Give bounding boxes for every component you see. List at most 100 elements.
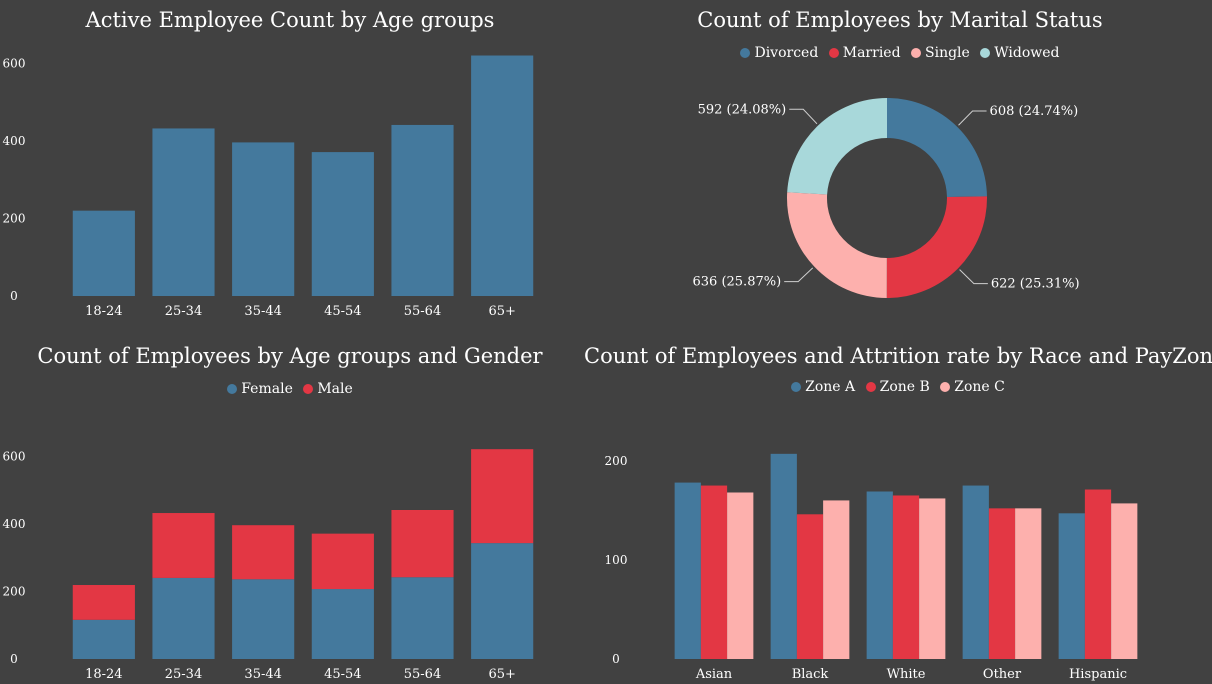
legend-zone-a[interactable]: Zone A [791, 379, 855, 395]
bar-female-18-24 [72, 619, 135, 659]
bar-zone-b-black [796, 514, 824, 659]
legend-zone-a-swatch [791, 382, 802, 392]
data-label: 608 (24.74%) [990, 104, 1079, 119]
race-payzone-legend: Zone A Zone B Zone C [584, 379, 1212, 396]
x-tick-label: 35-44 [244, 304, 281, 319]
x-tick-label: Other [983, 667, 1022, 682]
race-payzone-chart: 0 100 200 Asian Black White Other Hispanic [605, 453, 1138, 682]
age-gender-panel: Count of Employees by Age groups and Gen… [0, 336, 580, 684]
bar-zone-b-white [892, 495, 920, 659]
donut-slice-divorced [887, 98, 987, 198]
age-count-title: Active Employee Count by Age groups [85, 8, 495, 32]
legend-male[interactable]: Male [303, 381, 353, 397]
legend-zone-a-label: Zone A [805, 379, 856, 395]
y-tick-label: 200 [3, 584, 26, 598]
bar-25-34 [152, 128, 215, 296]
data-label: 622 (25.31%) [991, 277, 1080, 292]
race-payzone-panel: Count of Employees and Attrition rate by… [584, 336, 1212, 684]
x-tick-label: 55-64 [404, 304, 441, 319]
y-tick-label: 0 [612, 652, 620, 666]
bar-zone-b-hispanic [1084, 489, 1112, 659]
marital-status-panel: Count of Employees by Marital Status Div… [600, 0, 1200, 330]
donut-slice-single [787, 192, 887, 298]
x-tick-label: 18-24 [85, 304, 122, 319]
bar-male-25-34 [152, 513, 215, 578]
legend-married-swatch [828, 48, 839, 58]
data-label: 592 (24.08%) [698, 102, 787, 117]
y-tick-label: 200 [3, 211, 26, 225]
bar-55-64 [391, 124, 454, 296]
bar-male-35-44 [232, 525, 295, 580]
y-tick-label: 100 [605, 553, 628, 567]
donut-slice-widowed [787, 98, 887, 195]
donut-slice-married [886, 196, 987, 298]
x-tick-label: 65+ [488, 304, 515, 319]
x-tick-label: 65+ [488, 667, 515, 682]
legend-single[interactable]: Single [911, 45, 970, 61]
legend-single-label: Single [925, 45, 970, 61]
bar-zone-a-other [962, 485, 989, 659]
bar-male-55-64 [391, 509, 454, 578]
x-tick-label: 55-64 [404, 667, 441, 682]
legend-zone-c-label: Zone C [954, 379, 1005, 395]
age-gender-legend: Female Male [0, 381, 580, 398]
marital-status-legend: Divorced Married Single Widowed [600, 45, 1200, 62]
bar-male-18-24 [72, 585, 135, 620]
bar-zone-c-black [823, 500, 850, 659]
legend-widowed[interactable]: Widowed [980, 45, 1060, 61]
legend-married-label: Married [842, 45, 901, 61]
y-tick-label: 200 [605, 454, 628, 468]
legend-divorced-label: Divorced [754, 45, 819, 61]
legend-male-label: Male [317, 381, 353, 397]
x-tick-label: 18-24 [85, 667, 122, 682]
legend-female-swatch [227, 384, 238, 394]
x-tick-label: Hispanic [1069, 667, 1127, 682]
x-tick-label: Asian [695, 667, 733, 682]
y-tick-label: 400 [3, 134, 26, 148]
bar-zone-b-other [988, 508, 1016, 659]
bar-zone-a-asian [674, 482, 701, 659]
legend-zone-c[interactable]: Zone C [940, 379, 1005, 395]
bar-zone-a-white [866, 491, 893, 659]
bar-female-35-44 [232, 579, 295, 659]
data-label: 636 (25.87%) [693, 275, 782, 290]
age-gender-title: Count of Employees by Age groups and Gen… [37, 344, 543, 368]
y-tick-label: 0 [10, 652, 18, 666]
x-tick-label: 25-34 [165, 667, 202, 682]
bar-female-65+ [471, 543, 534, 659]
x-tick-label: 35-44 [244, 667, 281, 682]
legend-female[interactable]: Female [227, 381, 293, 397]
legend-widowed-label: Widowed [994, 45, 1060, 61]
legend-zone-b[interactable]: Zone B [865, 379, 930, 395]
bar-zone-c-other [1015, 508, 1042, 659]
bar-zone-a-hispanic [1058, 513, 1085, 659]
leader-line [789, 108, 818, 125]
bar-zone-b-asian [700, 485, 728, 659]
legend-zone-b-swatch [865, 382, 876, 392]
bar-zone-a-black [770, 453, 797, 659]
x-tick-label: 45-54 [324, 667, 361, 682]
leader-line [959, 269, 988, 285]
bar-male-45-54 [311, 533, 374, 590]
legend-zone-b-label: Zone B [879, 379, 930, 395]
marital-status-donut: 608 (24.74%) 622 (25.31%) 636 (25.87%) 592 … [693, 98, 1080, 298]
legend-male-swatch [303, 384, 314, 394]
legend-married[interactable]: Married [828, 45, 901, 61]
bar-female-45-54 [311, 589, 374, 659]
age-gender-chart: 0 200 400 600 18-24 25-34 35-44 45-54 55-64 65+ [3, 449, 534, 682]
legend-widowed-swatch [980, 48, 991, 58]
bar-zone-c-asian [727, 492, 754, 659]
legend-zone-c-swatch [940, 382, 951, 392]
x-tick-label: 45-54 [324, 304, 361, 319]
y-tick-label: 0 [10, 289, 18, 303]
bar-18-24 [72, 210, 135, 296]
marital-status-title: Count of Employees by Marital Status [697, 8, 1103, 32]
legend-divorced[interactable]: Divorced [740, 45, 818, 61]
x-tick-label: 25-34 [165, 304, 202, 319]
bar-65+ [471, 55, 534, 296]
bar-45-54 [311, 152, 374, 296]
bar-female-25-34 [152, 577, 215, 659]
x-tick-label: White [887, 667, 926, 682]
leader-line [958, 110, 987, 126]
x-tick-label: Black [792, 667, 829, 682]
